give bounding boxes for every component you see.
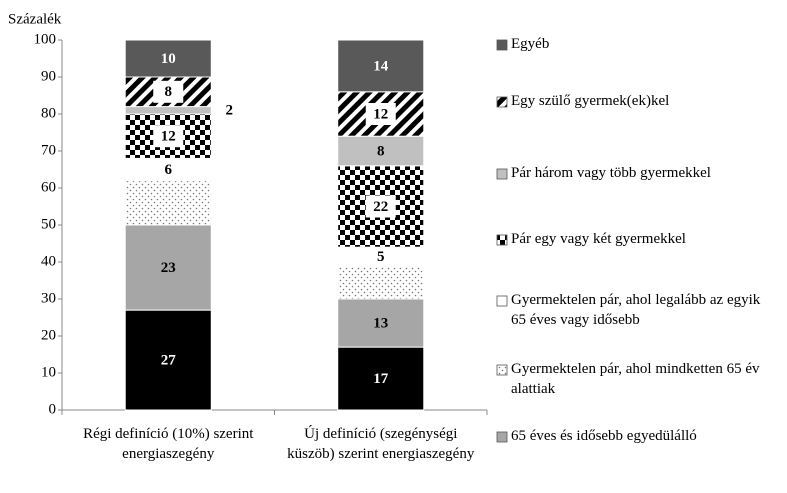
x-tick-label: Új definíció (szegénységi küszöb) szerin… [287, 426, 475, 462]
legend-label: 65 éves és idősebb egyedülálló [511, 428, 697, 444]
legend-swatch [496, 168, 508, 180]
bar-segment [124, 106, 212, 115]
data-label: 5 [377, 249, 385, 265]
legend-swatch [496, 431, 508, 443]
legend-label: Pár három vagy több gyermekkel [511, 165, 711, 181]
legend-label: Egyéb [511, 36, 550, 52]
y-tick-label: 50 [41, 216, 56, 232]
bar-segment [337, 135, 425, 167]
bar-segment [337, 346, 425, 411]
label-bg [365, 103, 396, 125]
legend-label: Pár egy vagy két gyermekkel [511, 231, 686, 247]
legend-label: Gyermektelen pár, ahol mindketten 65 év … [511, 361, 760, 397]
bar-segment [124, 180, 212, 226]
legend-swatch [496, 295, 508, 307]
legend-swatch [496, 364, 508, 376]
bar-segment [124, 224, 212, 311]
data-label: 12 [161, 129, 176, 145]
y-tick-label: 20 [41, 327, 56, 343]
data-label: 12 [373, 106, 388, 122]
y-axis-label: Százalék [8, 11, 62, 27]
legend-label: Gyermektelen pár, ahol legalább az egyik… [511, 292, 761, 328]
legend-swatch [496, 234, 508, 246]
y-tick-label: 90 [41, 68, 56, 84]
y-tick-label: 80 [41, 105, 56, 121]
data-label: 13 [373, 315, 388, 331]
data-label: 6 [165, 162, 173, 178]
data-label: 23 [161, 260, 176, 276]
data-label: 8 [165, 84, 173, 100]
y-tick-label: 100 [34, 31, 57, 47]
y-tick-label: 40 [41, 253, 56, 269]
x-tick-label: Régi definíció (10%) szerint energiaszeg… [83, 426, 254, 462]
data-label: 8 [377, 143, 385, 159]
data-label: 17 [373, 371, 389, 387]
y-tick-label: 30 [41, 290, 56, 306]
legend-swatch [496, 39, 508, 51]
data-label: 2 [226, 103, 234, 119]
bar-segment [337, 39, 425, 93]
legend-label: Egy szülő gyermek(ek)kel [511, 93, 670, 109]
label-bg [365, 195, 396, 218]
y-tick-label: 10 [41, 364, 56, 380]
bar-segment [337, 298, 425, 348]
label-bg [153, 125, 184, 148]
data-label: 10 [161, 51, 176, 67]
bar-segment [124, 39, 212, 78]
label-bg [153, 80, 184, 103]
bar-segment [124, 309, 212, 411]
y-tick-label: 70 [41, 142, 56, 158]
bar-segment [337, 265, 425, 300]
legend-swatch [496, 96, 508, 108]
data-label: 22 [373, 199, 388, 215]
data-label: 14 [373, 58, 389, 74]
y-tick-label: 60 [41, 179, 56, 195]
y-tick-label: 0 [49, 401, 57, 417]
data-label: 27 [161, 352, 177, 368]
